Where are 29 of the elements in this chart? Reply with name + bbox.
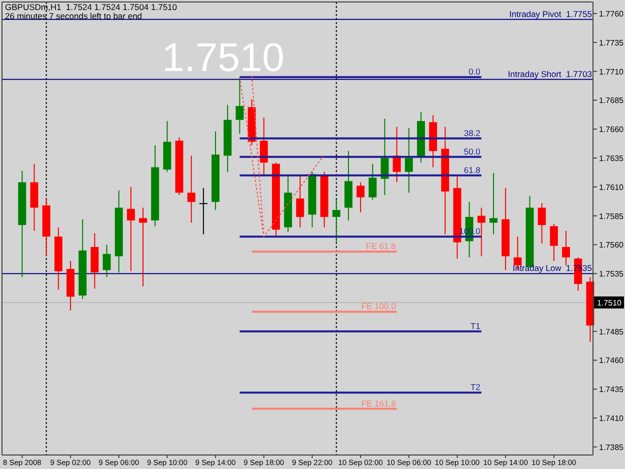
y-tick-label: 1.7410 [599, 414, 624, 424]
y-tick-label: 1.7535 [599, 270, 624, 279]
ref-line-label: Intraday Pivot 1.7755 [509, 8, 592, 19]
y-tick-label: 1.7585 [599, 212, 624, 221]
y-tick-label: 1.7635 [599, 154, 624, 164]
y-tick-label: 1.7685 [599, 96, 624, 106]
y-tick-label: 1.7385 [599, 442, 624, 452]
chart-title: GBPUSDm,H1 1.7524 1.7524 1.7504 1.7510 [5, 2, 178, 12]
series-label: T1 [470, 320, 481, 331]
series-label: FE 100.0 [361, 301, 396, 312]
series-label: FE 61.8 [366, 241, 396, 252]
text: 26 minutes 7 seconds left to bar end [5, 11, 142, 21]
y-tick-label: 1.7560 [599, 240, 624, 250]
y-tick-label: 1.7485 [599, 327, 624, 336]
series-label: 38.2 [464, 128, 481, 138]
y-tick-label: 1.7735 [599, 38, 624, 48]
y-tick-label: 1.7610 [599, 182, 624, 192]
y-tick-label: 1.7760 [599, 10, 624, 19]
series-label: 61.8 [464, 164, 481, 175]
annotation: 1.7510 [597, 298, 622, 308]
series-label: 50.0 [464, 146, 481, 156]
y-tick-label: 1.7710 [599, 67, 624, 76]
ref-line-label: Intraday Short 1.7703 [508, 68, 592, 79]
series-label: 0.0 [468, 66, 481, 77]
series-label: T2 [470, 382, 481, 392]
series-label: FE 161.8 [361, 398, 396, 408]
y-tick-label: 1.7660 [599, 125, 624, 134]
y-tick-label: 1.7460 [599, 356, 624, 366]
y-tick-label: 1.7435 [599, 385, 624, 394]
